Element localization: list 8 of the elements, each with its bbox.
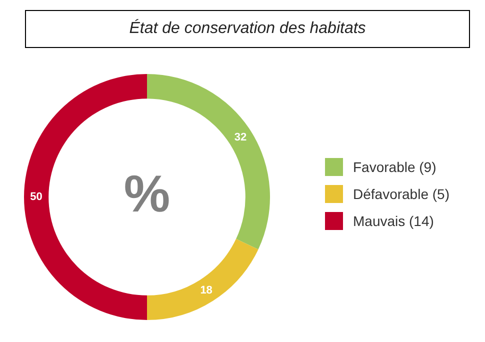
legend-label: Défavorable (5) — [353, 186, 450, 202]
legend-label: Mauvais (14) — [353, 212, 434, 228]
chart-title: État de conservation des habitats — [25, 10, 470, 48]
data-label: 32 — [234, 132, 247, 144]
legend-label: Favorable (9) — [353, 158, 436, 174]
data-label: 18 — [200, 284, 212, 296]
data-label: 50 — [30, 191, 42, 204]
text: % — [124, 165, 170, 224]
